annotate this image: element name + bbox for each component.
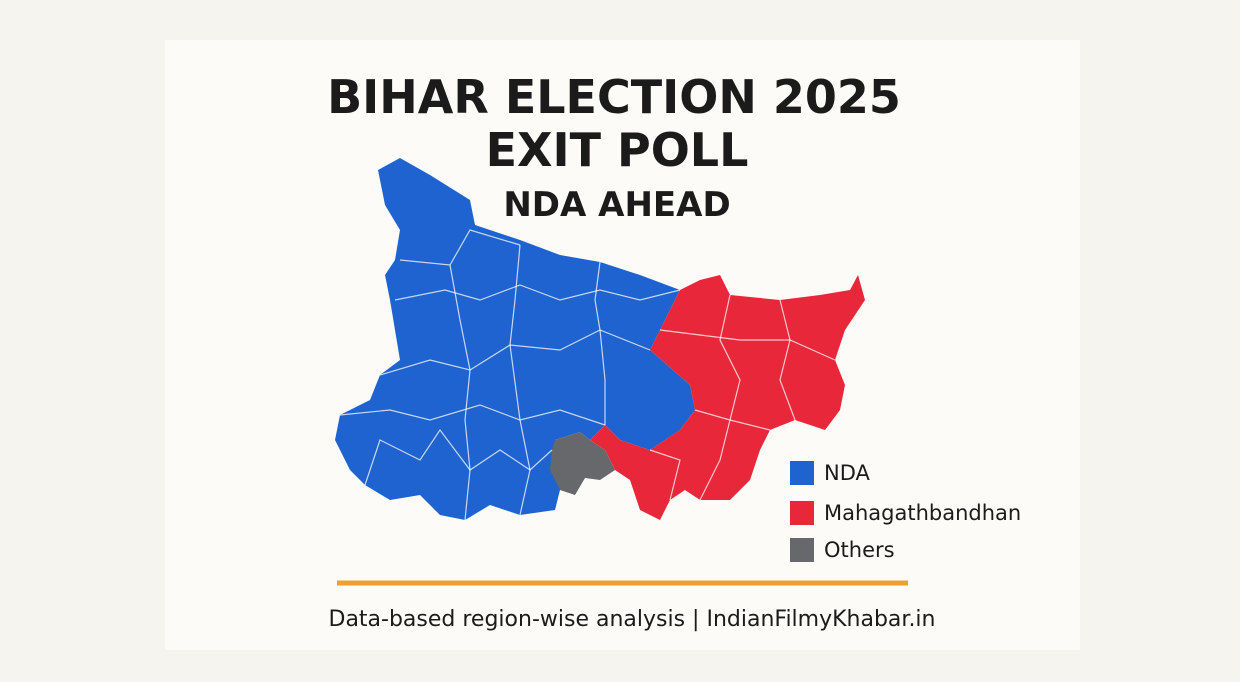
- district-borders: [339, 229, 836, 521]
- map: [335, 158, 865, 521]
- title-line: BIHAR ELECTION 2025: [327, 70, 901, 124]
- legend-label: Others: [824, 538, 895, 562]
- others-region: [550, 432, 615, 495]
- footer: Data-based region-wise analysis | Indian…: [329, 607, 936, 632]
- legend: NDA Mahagathbandhan Others: [790, 461, 1021, 562]
- legend-swatch: [790, 461, 814, 485]
- legend-swatch: [790, 538, 814, 562]
- title-line: EXIT POLL: [486, 123, 749, 177]
- mahagathbandhan-region: [590, 275, 865, 520]
- nda-region: [335, 158, 695, 520]
- legend-label: NDA: [824, 461, 871, 485]
- subtitle: NDA AHEAD: [503, 185, 730, 225]
- legend-swatch: [790, 501, 814, 525]
- legend-label: Mahagathbandhan: [824, 501, 1021, 525]
